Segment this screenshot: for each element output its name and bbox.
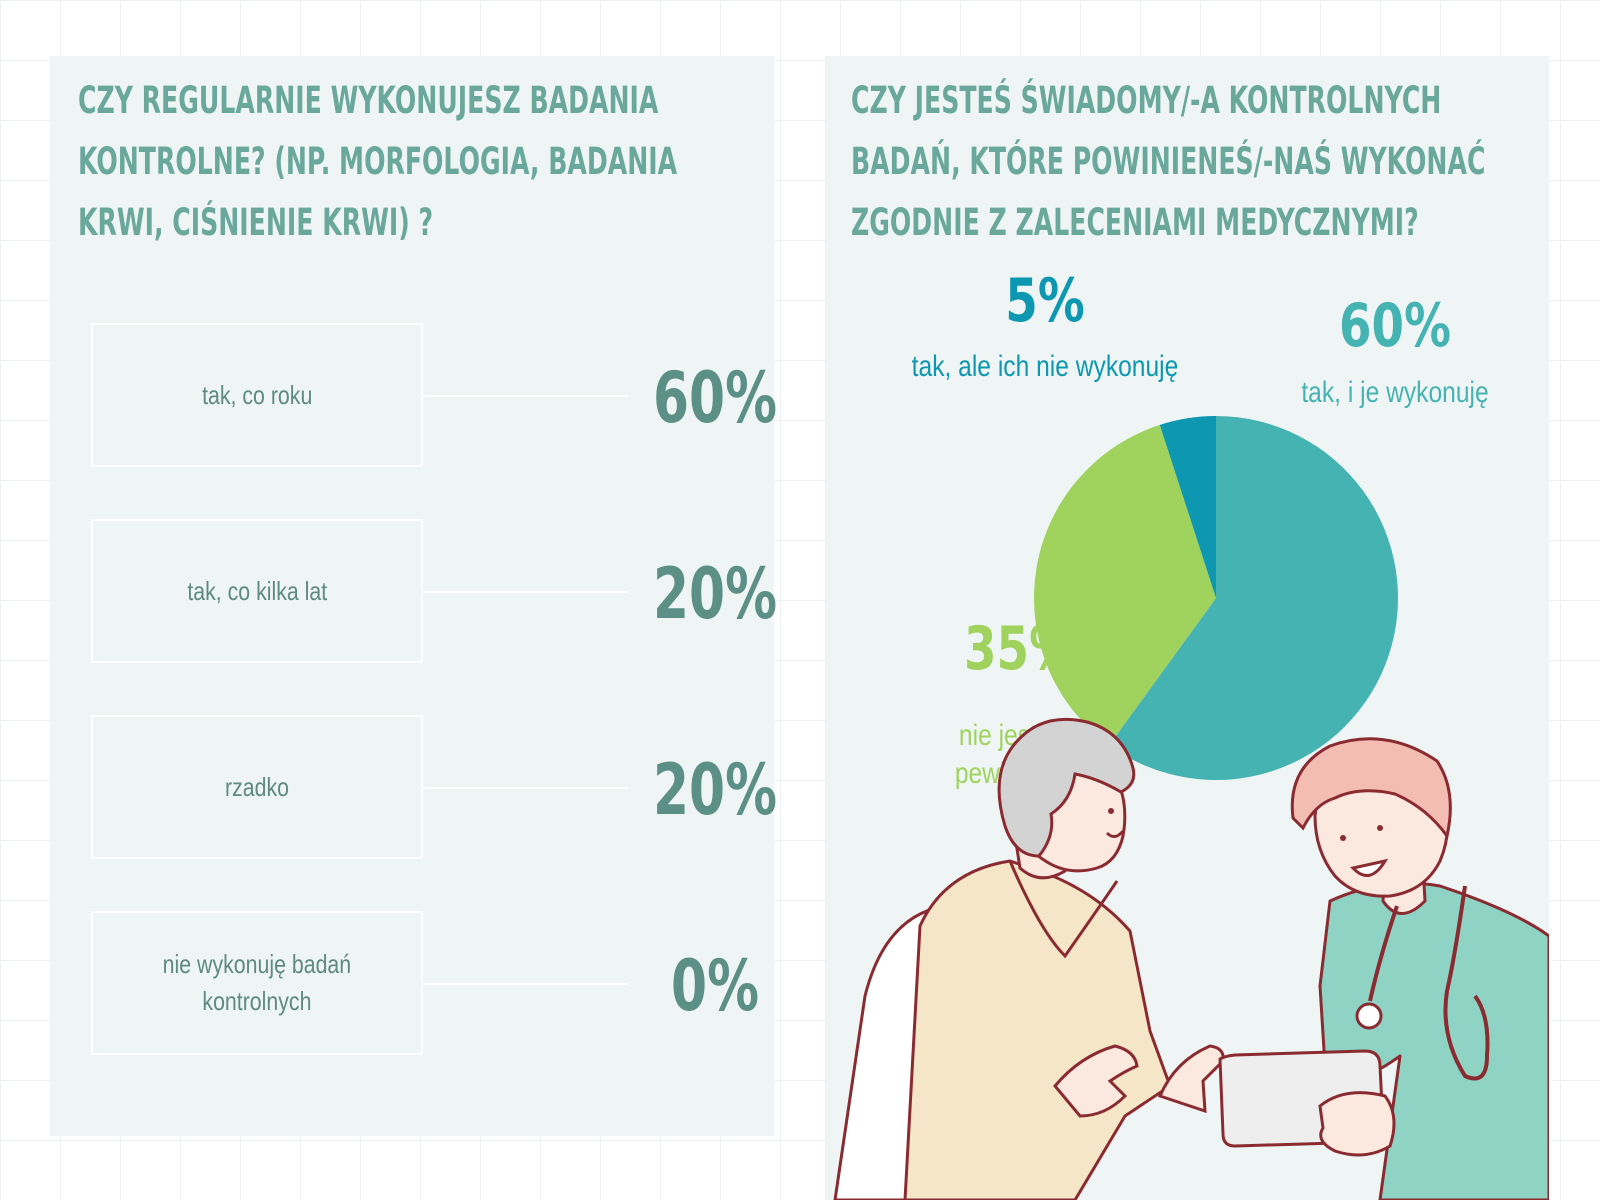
answer-box-never: nie wykonuję badań kontrolnych [91,911,423,1055]
answer-label: rzadko [224,771,289,802]
pie-slice-yes-but-dont [1159,416,1216,598]
left-heading-line: KONTROLNE? (NP. MORFOLOGIA, BADANIA [78,140,678,183]
pie-chart [1034,416,1398,780]
left-heading: CZY REGULARNIE WYKONUJESZ BADANIA KONTRO… [78,70,677,253]
answer-label: nie wykonuję badań kontrolnych [163,946,351,1020]
connector-line [423,591,628,593]
right-heading-line: ZGODNIE Z ZALECENIAMI MEDYCZNYMI? [851,201,1419,244]
pie-slice-yes-and-do [1109,416,1398,780]
right-heading: CZY JESTEŚ ŚWIADOMY/-A KONTROLNYCH BADAŃ… [851,70,1485,253]
answer-value: 20% [653,553,777,635]
answer-box-yearly: tak, co roku [91,323,423,467]
right-panel: CZY JESTEŚ ŚWIADOMY/-A KONTROLNYCH BADAŃ… [825,56,1549,1200]
right-heading-line: BADAŃ, KTÓRE POWINIENEŚ/-NAŚ WYKONAĆ [851,140,1486,183]
answer-box-few-years: tak, co kilka lat [91,519,423,663]
pie-value-yes-but-dont: 5% [1005,266,1085,336]
pie-slice-not-sure [1034,424,1216,746]
right-heading-line: CZY JESTEŚ ŚWIADOMY/-A KONTROLNYCH [851,79,1442,122]
left-heading-line: KRWI, CIŚNIENIE KRWI) ? [78,201,434,244]
answer-box-rarely: rzadko [91,715,423,859]
answer-label-line: kontrolnych [202,986,312,1016]
pie-label-yes-but-dont: tak, ale ich nie wykonuję [911,350,1179,383]
left-panel: CZY REGULARNIE WYKONUJESZ BADANIA KONTRO… [50,56,777,1136]
connector-line [423,983,628,985]
doctor-patient-illustration [833,717,1549,1200]
answer-label-line: nie wykonuję badań [162,949,352,979]
pie-value-yes-and-do: 60% [1338,291,1452,361]
connector-line [423,787,628,789]
answer-value: 0% [671,945,759,1027]
answer-value: 20% [653,749,777,831]
answer-value: 60% [653,357,777,439]
pie-value-not-sure: 35% [963,614,1077,684]
answer-label: tak, co roku [201,379,313,410]
answer-label: tak, co kilka lat [187,575,327,606]
pie-label-yes-and-do: tak, i je wykonuję [1301,376,1489,409]
connector-line [423,395,628,397]
left-heading-line: CZY REGULARNIE WYKONUJESZ BADANIA [78,79,659,122]
